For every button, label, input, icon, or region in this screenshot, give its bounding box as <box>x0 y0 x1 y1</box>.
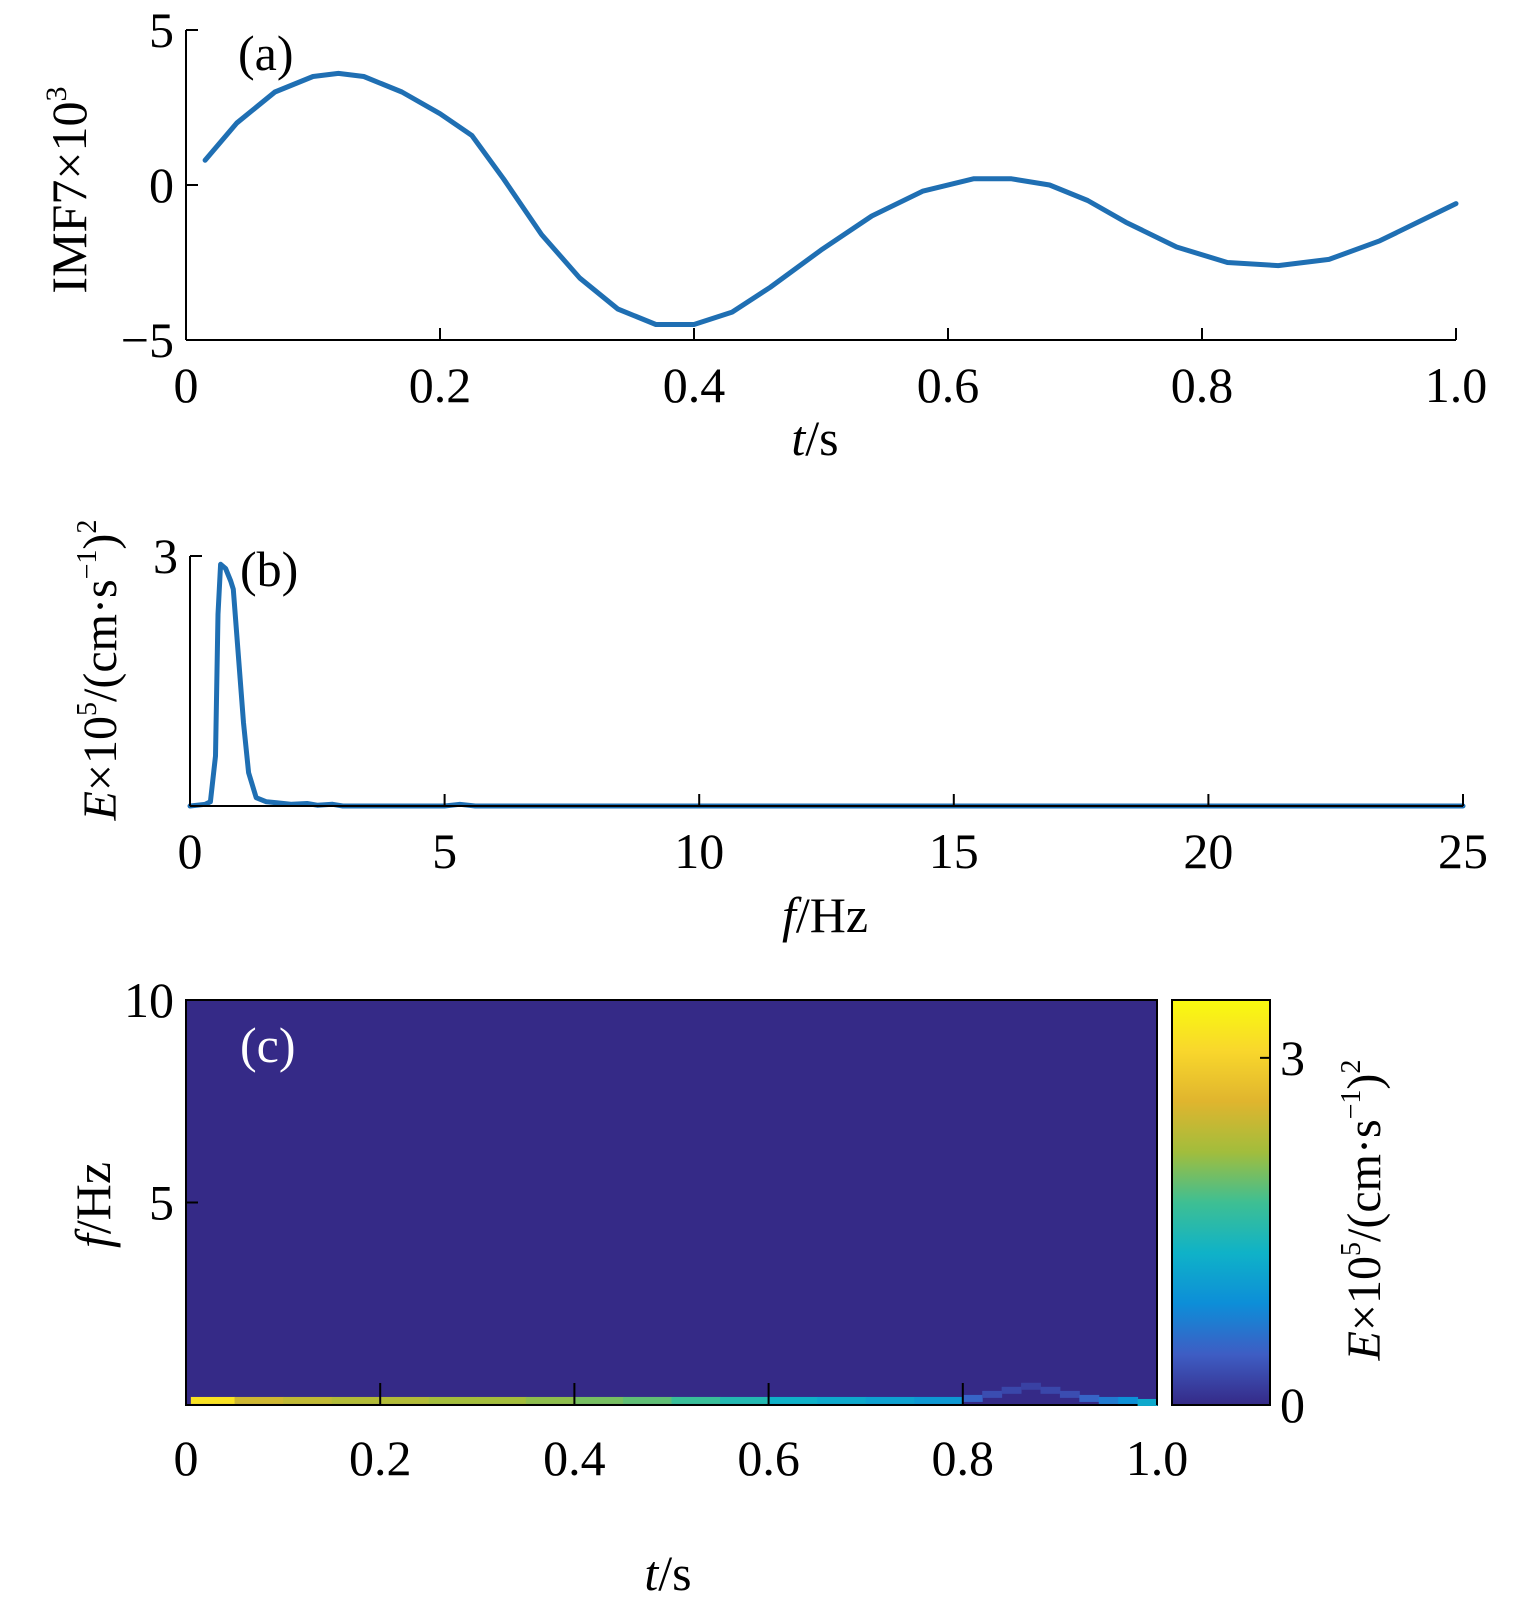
panel-a-xlabel: t/s <box>791 410 838 466</box>
panel-c-label: (c) <box>240 1017 296 1073</box>
panel-a-label: (a) <box>238 25 294 81</box>
panel-c-axes: 0 0.2 0.4 0.6 0.8 1.0 5 10 <box>124 972 1188 1486</box>
panel-b-x-tick-label: 20 <box>1183 823 1233 879</box>
panel-c-y-tick-label: 5 <box>149 1175 174 1231</box>
panel-c-plot <box>185 999 1158 1406</box>
colorbar-label: E×105/(cm·s−1)2 <box>1336 1060 1391 1362</box>
panel-b-ylabel: E×105/(cm·s−1)2 <box>72 520 127 822</box>
heatmap-cell <box>477 1396 527 1404</box>
heatmap-cell <box>331 1396 381 1404</box>
heatmap-cell <box>1098 1396 1119 1404</box>
colorbar-tick-label: 0 <box>1280 1377 1305 1433</box>
heatmap-cell <box>283 1396 333 1404</box>
panel-c-x-tick-label: 0.4 <box>543 1430 606 1486</box>
panel-a-series-line <box>202 70 1459 327</box>
panel-b-x-tick-label: 25 <box>1438 823 1488 879</box>
heatmap-cell <box>1040 1386 1061 1394</box>
panel-a-x-tick-label: 0.2 <box>409 357 472 413</box>
heatmap-cell <box>982 1390 1003 1398</box>
panel-b-x-tick-label: 0 <box>178 823 203 879</box>
panel-a-x-tick-label: 0.6 <box>917 357 980 413</box>
panel-a-x-tick-label: 0.4 <box>663 357 726 413</box>
panel-b-x-tick-label: 15 <box>929 823 979 879</box>
panel-b-x-tick-label: 10 <box>674 823 724 879</box>
heatmap-cell <box>865 1396 915 1404</box>
panel-c-x-tick-label: 0 <box>174 1430 199 1486</box>
heatmap-cell <box>914 1396 964 1404</box>
panel-a-y-tick-label: 5 <box>149 2 174 58</box>
heatmap-cell <box>720 1396 770 1404</box>
colorbar: 03 <box>1171 999 1305 1433</box>
heatmap-background <box>185 999 1158 1406</box>
panel-c-x-tick-label: 0.8 <box>932 1430 995 1486</box>
panel-a-x-tick-label: 0 <box>174 357 199 413</box>
heatmap-cell <box>622 1396 672 1404</box>
heatmap-cell <box>1118 1396 1139 1404</box>
heatmap-cell <box>817 1396 867 1404</box>
panel-b-plot <box>187 561 1466 809</box>
panel-a: 0 0.2 0.4 0.6 0.8 1.0−505 (a) t/s IMF7×103 <box>40 2 1487 466</box>
panel-a-axes: 0 0.2 0.4 0.6 0.8 1.0−505 <box>121 2 1487 413</box>
heatmap-cell <box>1001 1386 1022 1394</box>
panel-c-x-tick-label: 0.2 <box>349 1430 412 1486</box>
colorbar-tick-label: 3 <box>1280 1030 1305 1086</box>
heatmap-cell <box>234 1396 284 1404</box>
panel-a-x-tick-label: 0.8 <box>1171 357 1234 413</box>
heatmap-cell <box>671 1396 721 1404</box>
panel-b-series-line <box>187 561 1466 809</box>
colorbar-gradient <box>1171 999 1271 1406</box>
panel-c-x-tick-label: 1.0 <box>1126 1430 1189 1486</box>
panel-a-x-tick-label: 1.0 <box>1425 357 1488 413</box>
panel-c-x-tick-label: 0.6 <box>737 1430 800 1486</box>
heatmap-cell <box>1021 1382 1041 1390</box>
heatmap-cell <box>768 1396 818 1404</box>
panel-b-xlabel: f/Hz <box>782 887 868 943</box>
heatmap-cell <box>380 1396 430 1404</box>
panel-b: 0 5 10 15 20 25 3 (b) f/Hz E×105/(cm·s−1)2 <box>72 520 1488 943</box>
heatmap-cell <box>1079 1394 1100 1402</box>
heatmap-cell <box>190 1396 236 1404</box>
heatmap-cell <box>428 1396 478 1404</box>
heatmap-cell <box>1137 1398 1158 1406</box>
panel-c-xlabel: t/s <box>644 1545 691 1598</box>
heatmap-cell <box>962 1394 983 1402</box>
panel-b-axes: 0 5 10 15 20 25 3 <box>153 528 1488 879</box>
panel-a-y-tick-label: −5 <box>121 312 174 368</box>
panel-c-ylabel: f/Hz <box>65 1162 121 1248</box>
panel-a-y-tick-label: 0 <box>149 157 174 213</box>
heatmap-cell <box>574 1396 624 1404</box>
heatmap-cell <box>1059 1390 1080 1398</box>
panel-b-y-tick-label: 3 <box>153 528 178 584</box>
heatmap-cell <box>525 1396 575 1404</box>
panel-a-plot <box>202 70 1459 327</box>
panel-b-x-tick-label: 5 <box>432 823 457 879</box>
panel-b-label: (b) <box>240 541 298 597</box>
panel-a-ylabel: IMF7×103 <box>40 86 97 293</box>
panel-c-y-tick-label: 10 <box>124 972 174 1028</box>
